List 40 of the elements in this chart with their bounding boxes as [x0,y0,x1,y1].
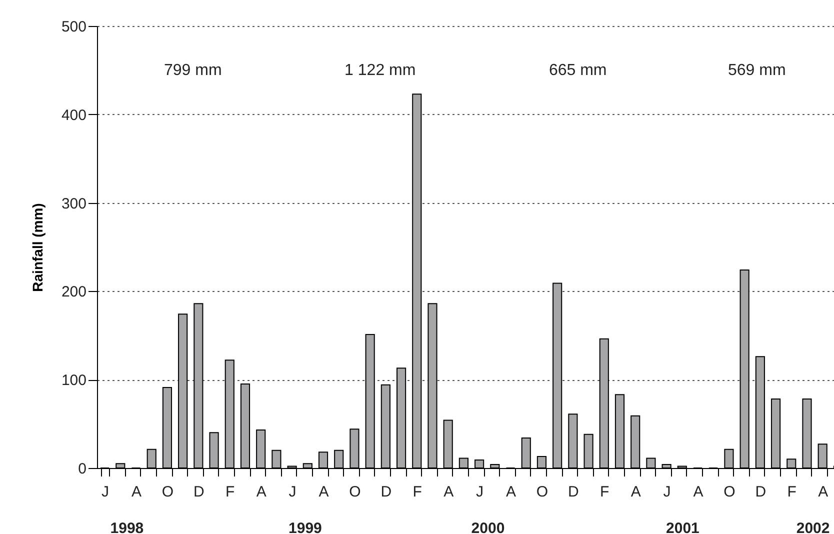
x-tick-label: J [476,484,484,500]
y-tick-label: 500 [61,18,86,36]
y-tick-label: 400 [61,106,86,124]
y-tick-label: 0 [78,460,86,478]
x-tick-label: O [349,484,361,500]
x-tick-label: F [412,484,422,500]
x-tick-label: F [787,484,796,500]
x-tick-label: F [226,484,235,500]
x-tick-label: J [663,484,671,500]
text: 2002 [796,520,830,534]
x-tick-label: A [444,484,454,500]
x-tick-label: A [630,484,641,500]
x-tick-label: O [162,484,174,500]
x-tick-label: A [506,484,516,500]
x-tick-label: D [380,484,392,500]
x-tick-label: D [568,484,580,500]
x-tick-label: A [818,484,828,500]
x-tick-label: A [693,484,704,500]
x-tick-label: A [132,484,142,500]
x-tick-label: F [600,484,610,500]
y-tick-label: 300 [61,195,86,212]
y-tick-label: 100 [61,372,86,390]
x-tick-label: A [318,484,329,500]
x-tick-label: J [288,484,296,500]
annotation: 665 mm [548,62,607,80]
y-axis-title: Rainfall (mm) [29,203,46,292]
x-tick-label: D [755,484,766,500]
annotation: 569 mm [728,62,786,80]
text: 2001 [666,520,700,534]
x-tick-label: O [724,484,736,500]
text: 1999 [288,520,322,534]
text: 1998 [110,520,144,534]
text: 2000 [471,520,505,534]
x-tick-label: J [102,484,110,500]
x-tick-label: D [194,484,205,500]
x-tick-label: O [536,484,548,500]
x-tick-label: A [256,484,266,500]
annotation: 1 122 mm [344,62,416,80]
y-tick-label: 200 [61,284,86,301]
annotation: 799 mm [164,62,222,80]
